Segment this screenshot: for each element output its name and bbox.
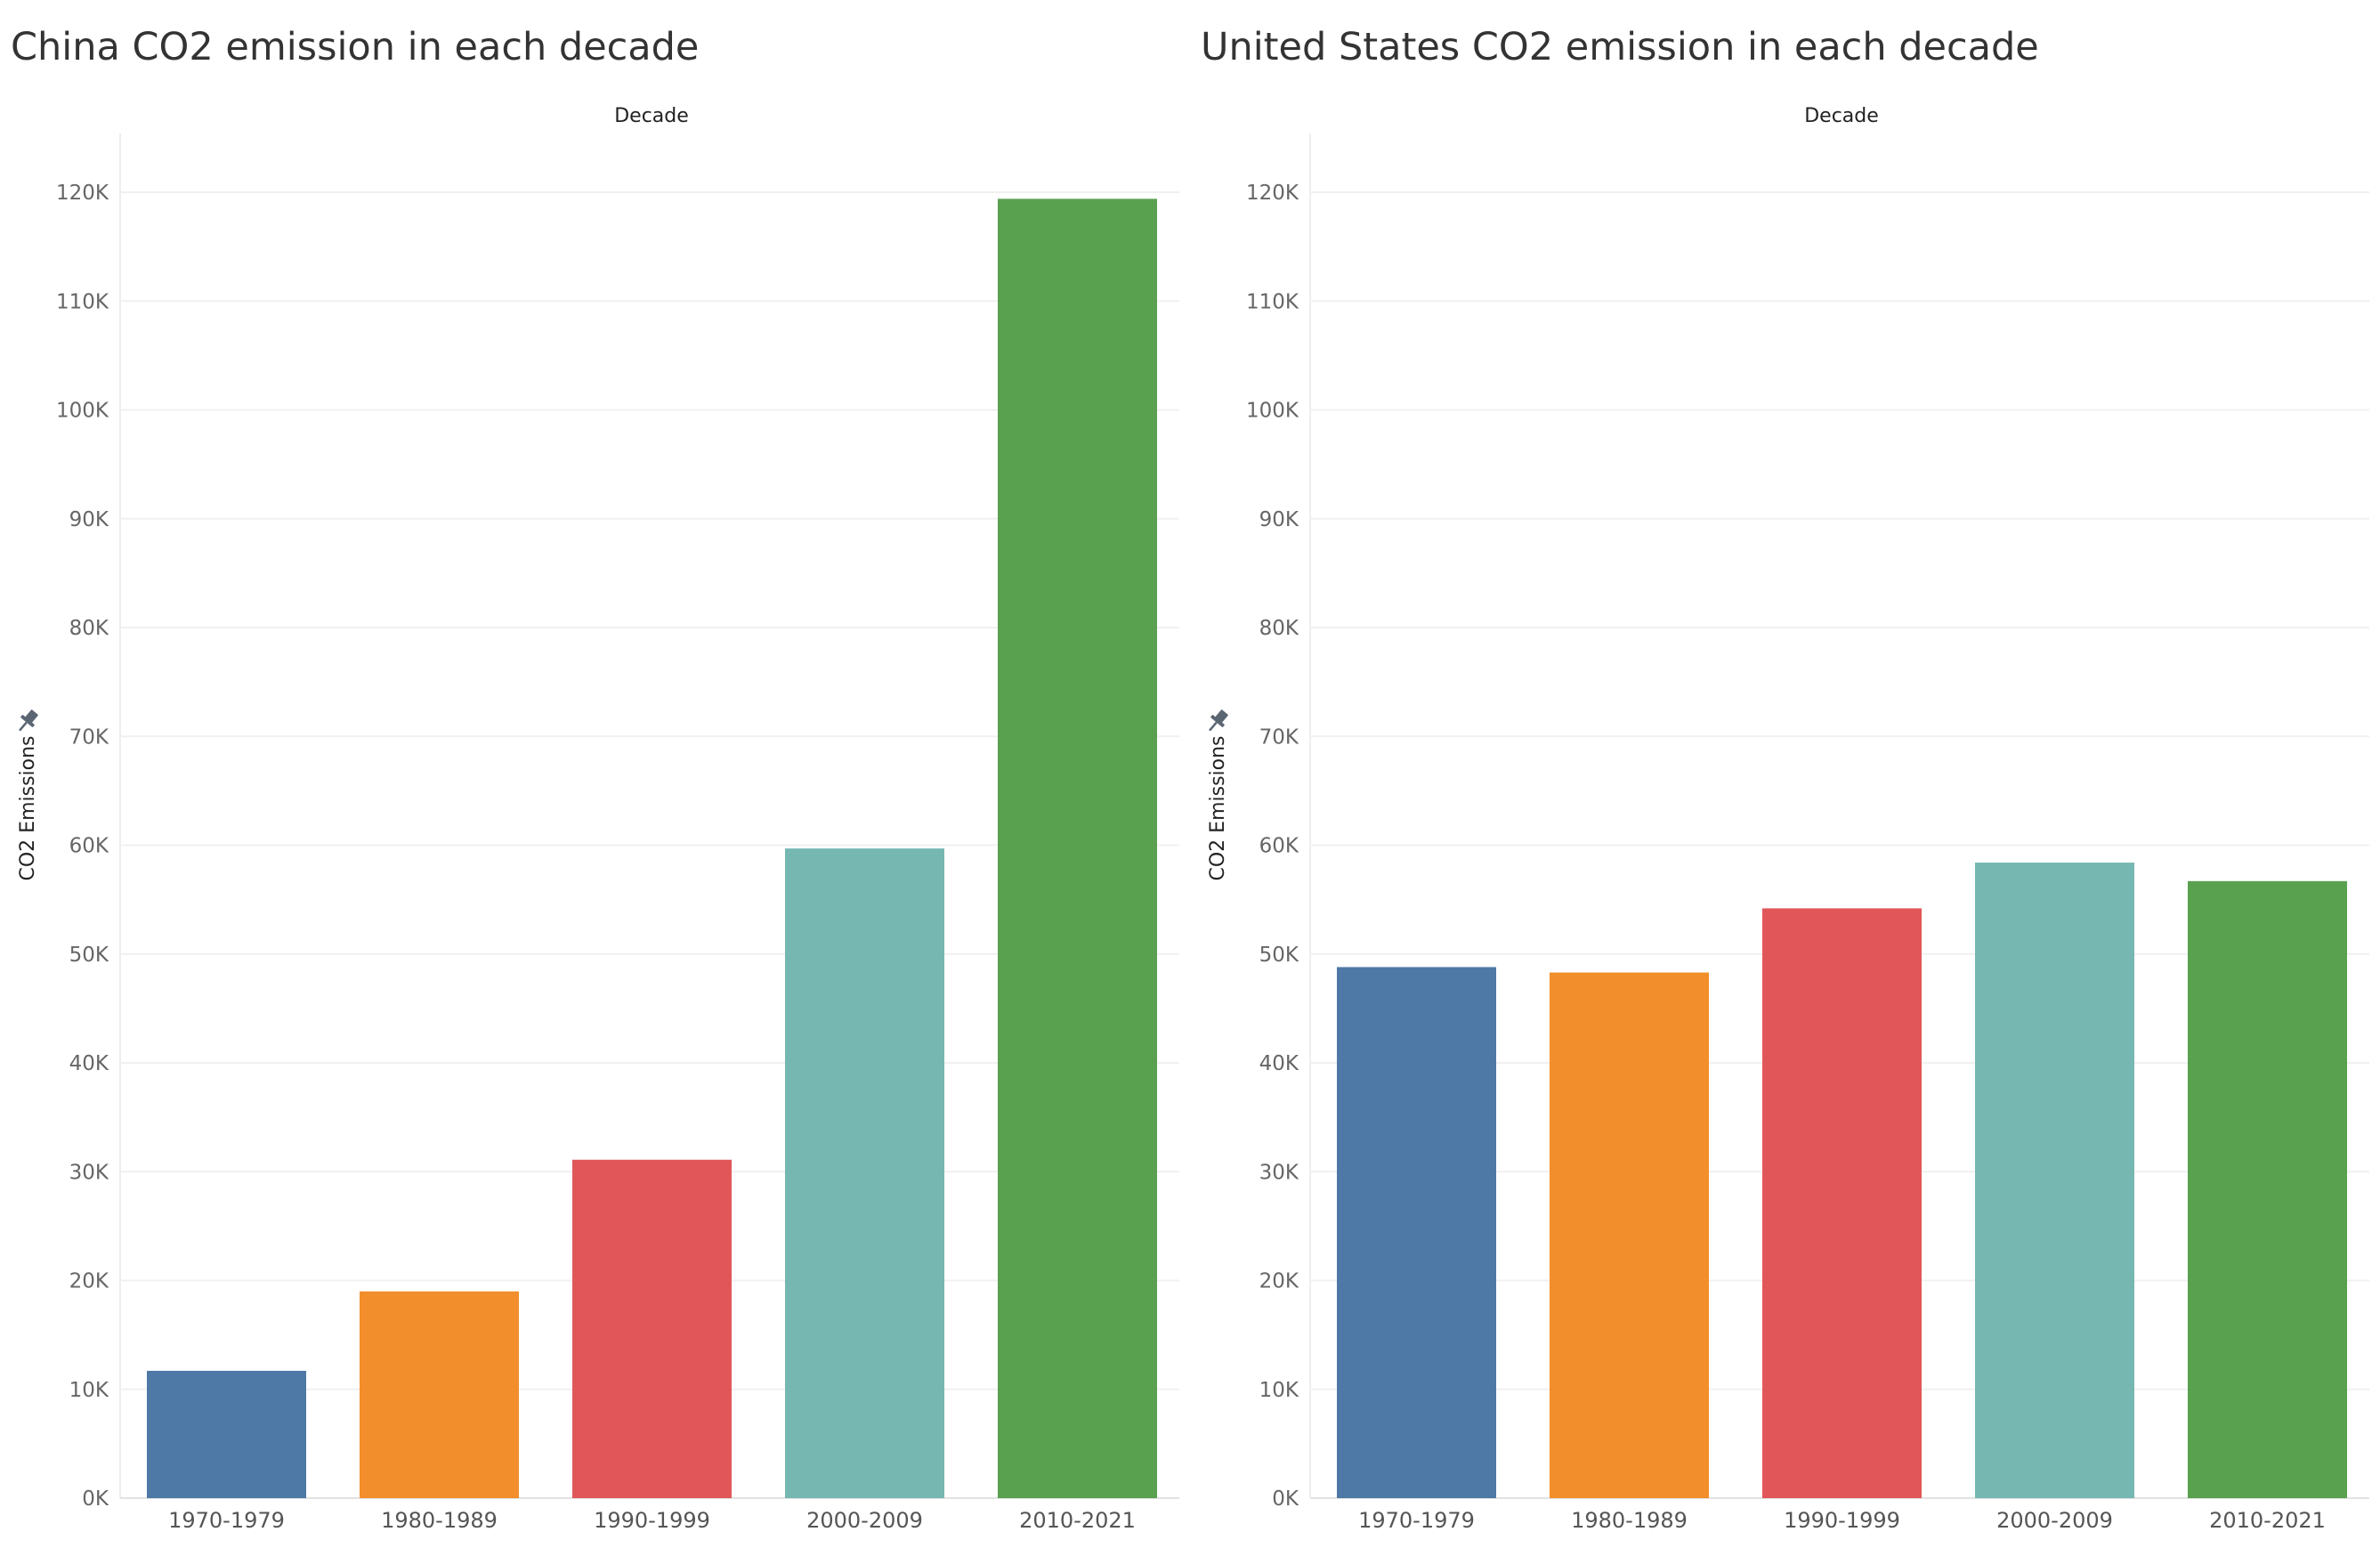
x-category-label: 1980-1989 [381,1508,498,1533]
y-tick-label: 50K [1259,944,1299,967]
y-tick-label: 120K [56,182,109,205]
y-tick-label: 80K [69,617,109,640]
y-tick-label: 20K [1259,1270,1299,1293]
bar-2010-2021[interactable] [2188,880,2347,1498]
bar-1970-1979[interactable] [1337,967,1496,1498]
pin-icon[interactable] [13,707,41,735]
bar-2010-2021[interactable] [998,199,1157,1499]
us-bar-chart: 0K 10K 20K 30K 40K 50K 60K 70K 80K 90K 100K 110K 120… [1203,105,2369,1533]
y-axis-title: CO2 Emissions [1207,735,1229,880]
us-chart-panel: United States CO2 emission in each decad… [1190,0,2380,1548]
chart-title: United States CO2 emission in each decad… [1201,25,2039,69]
pin-icon-needle [1209,721,1218,732]
x-category-label: 2010-2021 [2209,1508,2326,1533]
x-category-label: 1970-1979 [1358,1508,1475,1533]
pin-icon[interactable] [1203,707,1231,735]
y-tick-label: 30K [69,1161,109,1184]
y-tick-label: 90K [69,508,109,531]
y-tick-label: 100K [56,400,109,423]
y-tick-label: 70K [69,725,109,749]
y-tick-label: 0K [1272,1487,1299,1511]
y-tick-label: 60K [1259,835,1299,858]
y-tick-label: 30K [1259,1161,1299,1184]
y-tick-label: 10K [1259,1379,1299,1402]
bar-1990-1999[interactable] [572,1159,732,1498]
y-tick-label: 80K [1259,617,1299,640]
china-bar-chart: 0K 10K 20K 30K 40K 50K 60K 70K 80K 90K 100K 110K 120… [13,105,1179,1533]
x-category-label: 2000-2009 [1996,1508,2113,1533]
bar-1980-1989[interactable] [1550,972,1709,1498]
x-category-label: 2000-2009 [806,1508,923,1533]
pin-icon-collar [20,715,35,727]
y-tick-label: 40K [1259,1052,1299,1075]
y-tick-label: 90K [1259,508,1299,531]
bar-1970-1979[interactable] [147,1370,306,1498]
column-header: Decade [614,105,689,127]
y-tick-label: 40K [69,1052,109,1075]
y-tick-label: 110K [56,290,109,313]
pin-icon-collar [1210,715,1225,727]
bar-1990-1999[interactable] [1762,908,1922,1498]
y-axis-title: CO2 Emissions [17,735,39,880]
x-category-label: 1990-1999 [594,1508,710,1533]
china-chart-panel: China CO2 emission in each decade 0K 10K 2… [11,25,1179,1533]
x-category-label: 1970-1979 [168,1508,285,1533]
x-category-label: 2010-2021 [1019,1508,1136,1533]
chart-title: China CO2 emission in each decade [11,25,700,69]
y-tick-label: 50K [69,944,109,967]
bar-2000-2009[interactable] [1975,863,2134,1498]
y-tick-label: 110K [1246,290,1299,313]
y-tick-label: 100K [1246,400,1299,423]
y-tick-label: 70K [1259,725,1299,749]
column-header: Decade [1804,105,1879,127]
y-tick-label: 10K [69,1379,109,1402]
x-category-label: 1990-1999 [1784,1508,1900,1533]
y-tick-label: 0K [82,1487,109,1511]
bar-2000-2009[interactable] [785,848,944,1498]
bar-1980-1989[interactable] [360,1291,519,1498]
y-tick-label: 120K [1246,182,1299,205]
pin-icon-needle [19,721,28,732]
x-category-label: 1980-1989 [1571,1508,1688,1533]
y-tick-label: 60K [69,835,109,858]
y-tick-label: 20K [69,1270,109,1293]
